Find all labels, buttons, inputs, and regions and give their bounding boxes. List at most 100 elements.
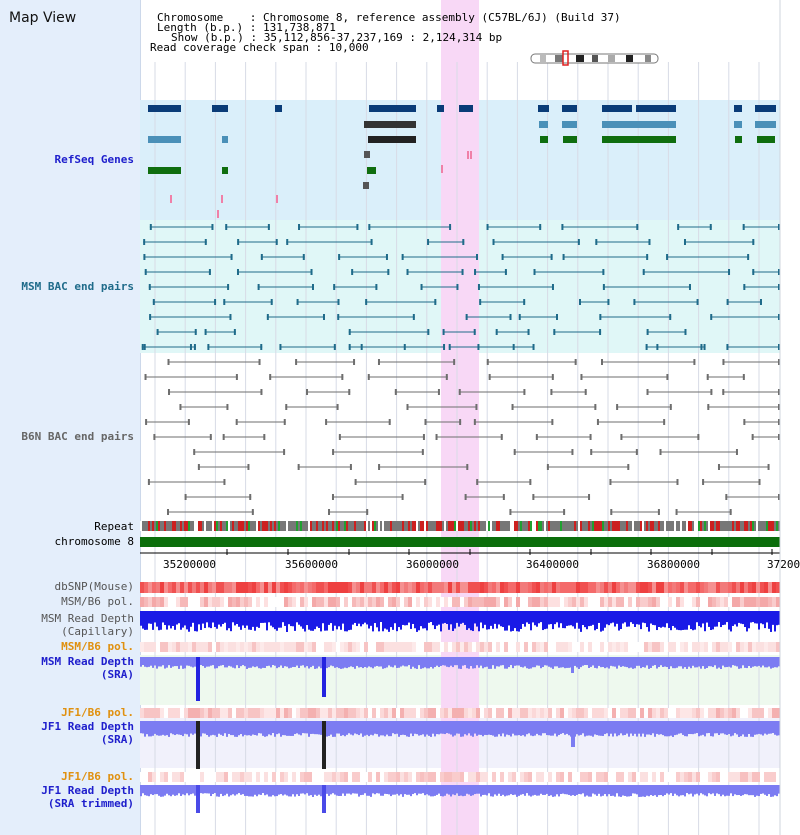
repeat-element (600, 521, 602, 531)
read-depth-bar (656, 721, 658, 734)
read-depth-bar (608, 611, 610, 626)
track-label-jf1-depth-sra-1[interactable]: JF1 Read Depth (41, 720, 134, 733)
track-label-jf1-b6-pol-2[interactable]: JF1/B6 pol. (61, 770, 134, 783)
heat-cell (508, 642, 512, 652)
track-label-msm-b6-pol[interactable]: MSM/B6 pol. (61, 595, 134, 608)
heat-cell (424, 708, 428, 718)
read-depth-bar (248, 721, 250, 736)
repeat-element (458, 521, 460, 531)
heat-cell (444, 772, 448, 782)
track-label-msm-b6-pol-2[interactable]: MSM/B6 pol. (61, 640, 134, 653)
read-depth-bar (652, 657, 654, 666)
track-label-jf1-depth-trim-2[interactable]: (SRA trimmed) (47, 797, 134, 810)
track-label-refseq[interactable]: RefSeq Genes (54, 153, 134, 166)
track-label-msm-depth-capillary-1[interactable]: MSM Read Depth (41, 612, 134, 625)
read-depth-bar (420, 785, 422, 794)
heat-cell (504, 772, 508, 782)
heat-cell (440, 642, 444, 652)
heat-cell (344, 708, 348, 718)
repeat-element (238, 521, 240, 531)
read-depth-bar (464, 657, 466, 666)
read-depth-bar (766, 657, 768, 668)
repeat-element (202, 521, 204, 531)
read-depth-bar (150, 657, 152, 666)
repeat-element (158, 521, 160, 531)
read-depth-bar (210, 721, 212, 736)
read-depth-bar (522, 611, 524, 624)
track-label-b6n-bac[interactable]: B6N BAC end pairs (21, 430, 134, 443)
read-depth-bar (746, 657, 748, 669)
repeat-element (160, 521, 162, 531)
heat-cell (708, 582, 712, 593)
track-label-msm-depth-capillary-2[interactable]: (Capillary) (61, 625, 134, 638)
track-label-dbsnp[interactable]: dbSNP(Mouse) (54, 580, 134, 593)
track-label-msm-depth-sra-1[interactable]: MSM Read Depth (41, 655, 134, 668)
read-depth-bar (142, 611, 144, 629)
heat-cell (632, 708, 636, 718)
heat-cell (284, 597, 288, 607)
read-depth-bar (370, 721, 372, 735)
track-label-jf1-b6-pol[interactable]: JF1/B6 pol. (61, 706, 134, 719)
heat-cell (612, 708, 616, 718)
b6n-bac-end (778, 434, 780, 440)
heat-cell (760, 582, 764, 593)
track-label-jf1-depth-trim-1[interactable]: JF1 Read Depth (41, 784, 134, 797)
repeat-element (624, 521, 626, 531)
read-depth-bar (386, 721, 388, 735)
heat-cell (628, 772, 632, 782)
read-depth-bar (752, 721, 754, 737)
heat-cell (192, 597, 196, 607)
heat-cell (728, 772, 732, 782)
read-depth-bar (566, 785, 568, 795)
b6n-bac-end (353, 359, 356, 365)
heat-cell (396, 597, 400, 607)
msm-bac-end (709, 224, 712, 230)
read-depth-bar (752, 611, 754, 623)
repeat-element (616, 521, 618, 531)
repeat-element (290, 521, 292, 531)
read-depth-bar (320, 611, 322, 632)
read-depth-bar (548, 785, 550, 796)
track-label-msm-depth-sra-2[interactable]: (SRA) (100, 668, 134, 681)
read-depth-bar (776, 721, 778, 736)
read-depth-bar (750, 785, 752, 796)
heat-cell (460, 582, 464, 593)
heat-cell (712, 772, 716, 782)
read-depth-bar (458, 721, 460, 734)
repeat-element (254, 521, 256, 531)
heat-cell (720, 597, 724, 607)
read-depth-bar (478, 721, 480, 735)
read-depth-bar (148, 785, 150, 797)
read-depth-bar (142, 785, 144, 794)
repeat-element (368, 521, 370, 531)
track-label-jf1-depth-sra-2[interactable]: (SRA) (100, 733, 134, 746)
repeat-element (398, 521, 400, 531)
heat-cell (444, 597, 448, 607)
read-depth-bar (180, 721, 182, 735)
heat-cell (696, 582, 700, 593)
read-depth-bar (496, 785, 498, 796)
read-depth-bar (502, 611, 504, 628)
heat-cell (412, 597, 416, 607)
read-depth-bar (738, 657, 740, 669)
read-depth-bar (526, 785, 528, 794)
track-label-msm-bac[interactable]: MSM BAC end pairs (21, 280, 134, 293)
heat-cell (492, 597, 496, 607)
msm-bac-end (492, 239, 495, 245)
heat-cell (444, 582, 448, 593)
heat-cell (272, 772, 276, 782)
read-depth-bar (318, 785, 320, 795)
read-depth-bar (732, 721, 734, 736)
heat-cell (616, 582, 620, 593)
heat-cell (356, 597, 360, 607)
heat-cell (496, 597, 500, 607)
read-depth-bar (504, 611, 506, 631)
heat-cell (608, 642, 612, 652)
b6n-bac-end (535, 434, 538, 440)
read-depth-bar (720, 611, 722, 628)
refseq-mark (470, 151, 472, 159)
read-depth-bar (260, 657, 262, 669)
read-depth-bar (270, 611, 272, 626)
read-depth-bar (352, 785, 354, 794)
